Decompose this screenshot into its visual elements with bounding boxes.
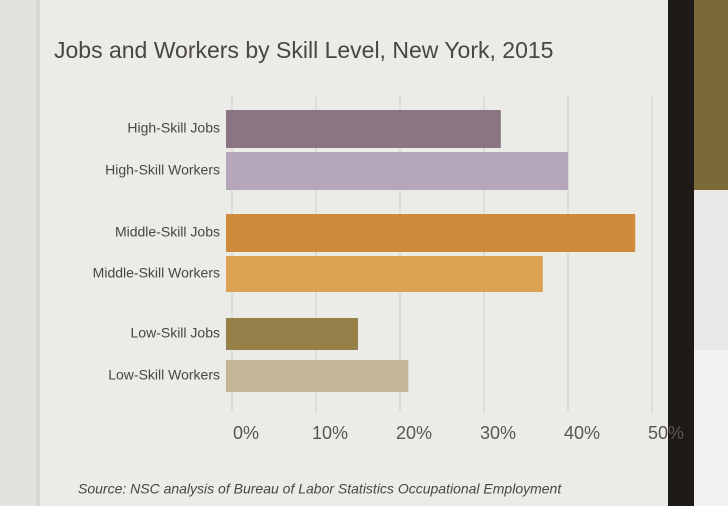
- bar: [226, 318, 358, 350]
- screen-frame: [668, 0, 694, 506]
- x-tick-label: 0%: [233, 423, 259, 443]
- y-tick-label: High-Skill Jobs: [127, 120, 220, 136]
- y-tick-label: High-Skill Workers: [105, 162, 220, 178]
- wall: [694, 0, 728, 190]
- bar: [226, 110, 501, 148]
- window: [694, 350, 728, 506]
- bar: [226, 214, 636, 252]
- y-tick-label: Low-Skill Jobs: [131, 325, 220, 341]
- bar: [226, 152, 568, 190]
- y-tick-label: Middle-Skill Jobs: [115, 224, 220, 240]
- slide: [40, 0, 672, 506]
- x-tick-label: 50%: [648, 423, 684, 443]
- bar: [226, 360, 409, 392]
- chart-title: Jobs and Workers by Skill Level, New Yor…: [54, 37, 553, 63]
- bar: [226, 256, 543, 292]
- x-tick-label: 10%: [312, 423, 348, 443]
- slide-edge: [0, 0, 36, 506]
- x-tick-label: 20%: [396, 423, 432, 443]
- window: [694, 190, 728, 350]
- x-tick-label: 40%: [564, 423, 600, 443]
- x-tick-label: 30%: [480, 423, 516, 443]
- y-tick-label: Low-Skill Workers: [108, 367, 220, 383]
- y-tick-label: Middle-Skill Workers: [93, 265, 220, 281]
- source: Source: NSC analysis of Bureau of Labor …: [78, 481, 562, 497]
